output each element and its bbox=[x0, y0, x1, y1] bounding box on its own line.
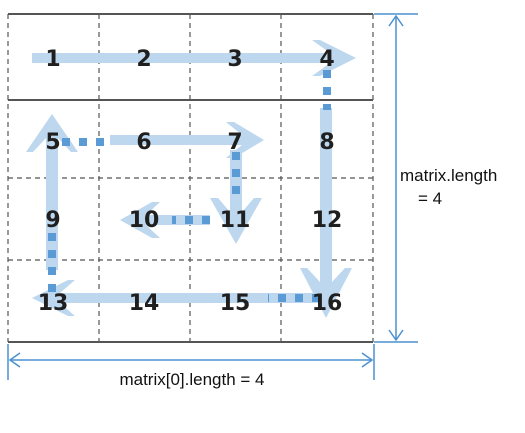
cell-6: 6 bbox=[136, 130, 151, 155]
cell-8: 8 bbox=[319, 130, 334, 155]
cell-4: 4 bbox=[319, 47, 334, 72]
cell-14: 14 bbox=[129, 291, 160, 316]
cell-15: 15 bbox=[220, 291, 251, 316]
height-label-line2: = 4 bbox=[418, 189, 442, 208]
cell-3: 3 bbox=[227, 47, 242, 72]
width-dimension bbox=[7, 344, 375, 380]
width-arrowhead-right bbox=[361, 352, 374, 368]
cell-16: 16 bbox=[312, 291, 343, 316]
arrow-down-col4 bbox=[300, 108, 352, 318]
matrix-grid bbox=[7, 13, 374, 343]
width-label: matrix[0].length = 4 bbox=[119, 370, 264, 389]
width-arrowhead-left bbox=[8, 352, 21, 368]
cell-12: 12 bbox=[312, 208, 343, 233]
arrow-left-row3 bbox=[120, 202, 210, 238]
cell-10: 10 bbox=[129, 208, 160, 233]
cell-9: 9 bbox=[45, 208, 60, 233]
arrow-left-row4 bbox=[32, 280, 330, 316]
height-label-line1: matrix.length bbox=[400, 166, 497, 185]
cell-11: 11 bbox=[220, 208, 251, 233]
height-dimension bbox=[374, 13, 418, 343]
cell-2: 2 bbox=[136, 47, 151, 72]
height-arrowhead-up bbox=[388, 14, 404, 27]
traversal-arrows bbox=[26, 40, 356, 318]
cell-7: 7 bbox=[227, 130, 242, 155]
cell-numbers: 1 2 3 4 5 6 7 8 9 10 11 12 13 14 15 16 bbox=[38, 47, 343, 316]
dashed-path bbox=[48, 70, 331, 302]
arrow-down-col3 bbox=[210, 150, 262, 244]
height-arrowhead-down bbox=[388, 329, 404, 342]
cell-1: 1 bbox=[45, 47, 60, 72]
cell-5: 5 bbox=[45, 130, 60, 155]
cell-13: 13 bbox=[38, 291, 69, 316]
arrow-right-row1 bbox=[32, 40, 356, 76]
arrow-up-col1 bbox=[26, 114, 78, 270]
arrow-right-row2 bbox=[110, 122, 264, 158]
